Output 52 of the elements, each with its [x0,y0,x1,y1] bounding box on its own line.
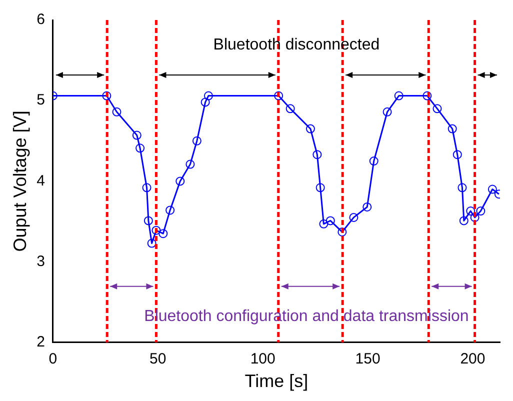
y-axis-title: Ouput Voltage [V] [10,110,30,252]
point [316,183,325,192]
point [274,91,284,100]
y-tick-label: 5 [36,92,45,109]
point [326,216,335,226]
point [338,227,347,236]
point [452,150,462,160]
point [152,226,161,235]
x-tick-label: 200 [460,350,486,368]
point [362,202,372,212]
point [470,212,480,222]
point [112,107,122,116]
x-tick-label: 0 [48,350,58,368]
point [147,238,156,248]
point [394,91,404,100]
point [459,216,468,226]
x-tick-label: 150 [355,350,380,368]
annotation: Bluetooth disconnected [213,36,380,54]
point [286,104,295,114]
point [382,107,392,116]
point [466,206,476,216]
point [204,91,213,100]
point [422,91,432,100]
x-tick-label: 50 [150,350,166,368]
point [142,183,152,192]
y-tick-label: 4 [36,172,45,190]
point [432,104,442,114]
point [458,183,467,192]
annotation: Bluetooth configuration and data transmission [144,308,469,325]
point [488,184,497,194]
x-tick-label: 100 [250,350,276,368]
point [306,124,315,134]
y-tick-label: 6 [36,11,45,28]
y-tick-label: 2 [36,334,45,351]
x-axis-title: Time [s] [244,371,308,392]
point [158,229,168,238]
point [166,206,175,215]
point [144,216,153,226]
point [192,136,202,146]
point [476,206,486,216]
point [312,150,322,160]
point [369,156,378,166]
y-tick-label: 3 [36,252,45,270]
point [136,144,145,153]
point [176,176,185,186]
point [448,124,457,134]
point [349,212,358,222]
point [132,130,142,140]
point [102,91,112,100]
point [319,219,328,228]
point [186,160,195,169]
point [200,98,210,107]
